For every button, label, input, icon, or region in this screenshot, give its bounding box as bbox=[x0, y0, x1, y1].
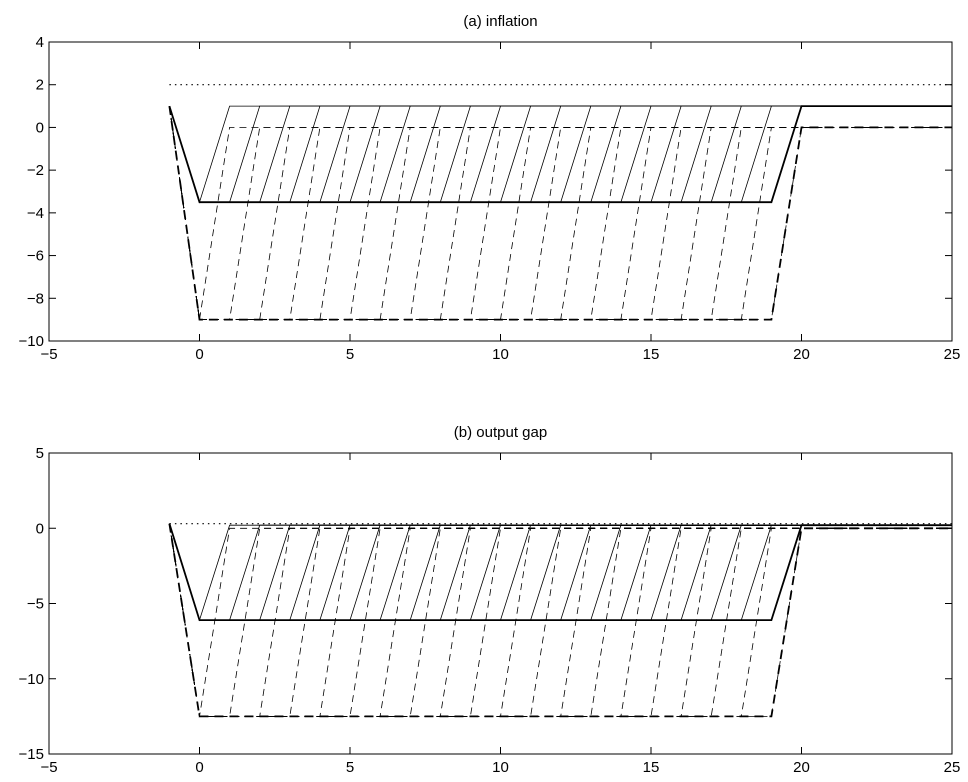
inflation-xtick-label: 0 bbox=[195, 346, 203, 363]
inflation-solid-path bbox=[169, 105, 952, 203]
output-gap-title: (b) output gap bbox=[454, 424, 547, 441]
inflation-xtick-label: 10 bbox=[492, 346, 509, 363]
inflation-dashed-path bbox=[169, 106, 952, 321]
output-gap-solid-path bbox=[169, 523, 952, 621]
inflation-solid-path bbox=[169, 105, 952, 203]
output-gap-xtick-label: 15 bbox=[643, 759, 660, 776]
output-gap-solid-path bbox=[169, 523, 952, 621]
output-gap-xtick-label: 25 bbox=[944, 759, 961, 776]
inflation-dashed-path bbox=[169, 106, 952, 321]
inflation-dashed-path bbox=[169, 106, 952, 321]
inflation-solid-path bbox=[169, 105, 952, 203]
output-gap-solid-path bbox=[169, 523, 952, 621]
inflation-ytick-label: −2 bbox=[27, 162, 44, 179]
inflation-solid-path bbox=[169, 105, 952, 203]
inflation-ytick-label: 0 bbox=[36, 119, 44, 136]
inflation-ytick-label: −6 bbox=[27, 248, 44, 265]
output-gap-solid-path bbox=[169, 523, 952, 621]
output-gap-solid-path bbox=[169, 523, 952, 621]
inflation-dashed-path bbox=[169, 106, 952, 321]
output-gap-solid-path bbox=[169, 523, 952, 621]
inflation-solid-path bbox=[169, 105, 952, 204]
output-gap-solid-path bbox=[169, 523, 952, 621]
inflation-xtick-label: 15 bbox=[643, 346, 660, 363]
inflation-solid-path bbox=[169, 105, 952, 203]
inflation-dashed-path bbox=[169, 106, 952, 321]
output-gap-solid-path bbox=[169, 523, 952, 621]
inflation-solid-path bbox=[169, 105, 952, 203]
inflation-dashed-path bbox=[169, 106, 952, 321]
output-gap-xtick-label: 5 bbox=[346, 759, 354, 776]
inflation-ytick-label: 2 bbox=[36, 77, 44, 94]
output-gap-ytick-label: −10 bbox=[19, 671, 44, 688]
inflation-solid-path bbox=[169, 105, 952, 203]
inflation-dashed-path bbox=[169, 106, 952, 321]
output-gap-panel: (b) output gap −5 0 5 10 15 20 25 −15 −10 −5 0 5 bbox=[19, 424, 961, 776]
inflation-xtick-label: 5 bbox=[346, 346, 354, 363]
output-gap-solid-path bbox=[169, 523, 952, 621]
output-gap-solid-path bbox=[169, 523, 952, 621]
inflation-solid-envelope bbox=[168, 105, 952, 204]
inflation-ytick-label: −4 bbox=[27, 205, 44, 222]
inflation-solid-path bbox=[169, 105, 952, 203]
output-gap-solid-path bbox=[169, 523, 952, 622]
output-gap-solid-path bbox=[169, 523, 952, 621]
inflation-dashed-path bbox=[169, 106, 952, 321]
inflation-ytick-label: −10 bbox=[19, 333, 44, 350]
inflation-dashed-envelope bbox=[168, 105, 952, 321]
inflation-dashed-path bbox=[169, 106, 952, 321]
inflation-solid-path bbox=[169, 105, 952, 203]
output-gap-axes-box bbox=[48, 452, 953, 755]
inflation-xtick-label: 20 bbox=[793, 346, 810, 363]
inflation-dashed-path bbox=[169, 106, 952, 321]
output-gap-solid-path bbox=[169, 523, 952, 621]
output-gap-ytick-label: 0 bbox=[36, 520, 44, 537]
inflation-dashed-path bbox=[169, 106, 952, 321]
output-gap-solid-path bbox=[169, 523, 952, 621]
inflation-ytick-label: −8 bbox=[27, 290, 44, 307]
inflation-dashed-path bbox=[169, 106, 952, 320]
output-gap-xtick-label: 10 bbox=[492, 759, 509, 776]
inflation-solid-path bbox=[169, 105, 952, 203]
inflation-solid-path bbox=[169, 105, 952, 203]
inflation-dashed-path bbox=[169, 106, 952, 321]
inflation-solid-path bbox=[169, 105, 952, 203]
output-gap-solid-path bbox=[169, 523, 952, 621]
inflation-title: (a) inflation bbox=[463, 13, 537, 30]
output-gap-dashed-envelope bbox=[168, 523, 952, 718]
inflation-panel: (a) inflation −5 0 5 10 15 20 25 −10 −8 −6 −4 −2 0 2 4 bbox=[19, 13, 961, 363]
output-gap-ytick-label: −5 bbox=[27, 596, 44, 613]
inflation-solid-path bbox=[169, 105, 952, 203]
output-gap-xtick-label: 0 bbox=[195, 759, 203, 776]
output-gap-solid-envelope bbox=[168, 523, 952, 621]
inflation-xtick-label: 25 bbox=[944, 346, 961, 363]
inflation-dashed-path bbox=[169, 106, 952, 321]
output-gap-xtick-label: −5 bbox=[40, 759, 57, 776]
output-gap-ytick-label: 5 bbox=[36, 445, 44, 462]
inflation-dashed-path bbox=[169, 106, 952, 321]
inflation-solid-path bbox=[169, 105, 952, 203]
inflation-dashed-path bbox=[169, 106, 952, 321]
inflation-solid-path bbox=[169, 105, 952, 203]
inflation-dashed-path bbox=[169, 106, 952, 321]
output-gap-solid-path bbox=[169, 523, 952, 621]
inflation-solid-path bbox=[169, 105, 952, 203]
output-gap-solid-path bbox=[169, 523, 952, 621]
inflation-solid-path bbox=[169, 105, 952, 203]
inflation-solid-path bbox=[169, 105, 952, 203]
output-gap-ytick-label: −15 bbox=[19, 746, 44, 763]
inflation-dashed-path bbox=[169, 106, 952, 321]
inflation-solid-path bbox=[169, 105, 952, 203]
output-gap-solid-path bbox=[169, 523, 952, 621]
inflation-dashed-path bbox=[169, 106, 952, 321]
output-gap-solid-path bbox=[169, 523, 952, 621]
output-gap-xtick-label: 20 bbox=[793, 759, 810, 776]
output-gap-solid-path bbox=[169, 523, 952, 621]
inflation-axes-box bbox=[48, 41, 953, 342]
inflation-dashed-path bbox=[169, 106, 952, 321]
inflation-xtick-label: −5 bbox=[40, 346, 57, 363]
inflation-ytick-label: 4 bbox=[36, 34, 44, 51]
